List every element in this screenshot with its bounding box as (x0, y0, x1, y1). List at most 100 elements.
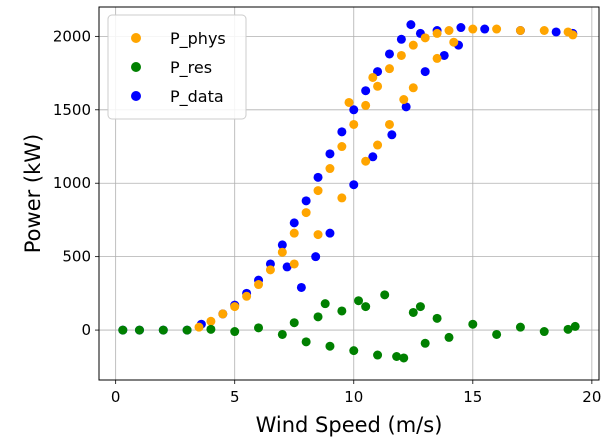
point-p-phys (313, 186, 323, 196)
point-p-phys (492, 24, 502, 34)
data-points (118, 20, 580, 363)
point-p-res (492, 329, 502, 339)
point-p-phys (408, 83, 418, 93)
point-p-phys (444, 25, 454, 35)
point-p-data (480, 24, 490, 34)
point-p-data (551, 27, 561, 37)
point-p-phys (396, 50, 406, 60)
point-p-res (349, 346, 359, 356)
legend: P_phys P_res P_data (107, 14, 247, 120)
point-p-res (206, 324, 216, 334)
legend-marker (131, 91, 141, 101)
point-p-data (401, 102, 411, 112)
point-p-phys (420, 33, 430, 43)
point-p-phys (399, 95, 409, 105)
plot-frame (98, 6, 600, 381)
point-p-phys (432, 53, 442, 63)
point-p-phys (373, 81, 383, 91)
point-p-res (277, 329, 287, 339)
point-p-res (118, 325, 128, 335)
point-p-phys (325, 164, 335, 174)
point-p-data (311, 252, 321, 262)
point-p-res (158, 325, 168, 335)
point-p-data (296, 282, 306, 292)
point-p-res (380, 290, 390, 300)
x-tick-label: 20 (582, 388, 601, 406)
point-p-res (468, 319, 478, 329)
point-p-res (320, 299, 330, 309)
point-p-data (349, 180, 359, 190)
point-p-data (396, 34, 406, 44)
point-p-phys (539, 25, 549, 35)
y-tick-label: 500 (62, 248, 91, 266)
point-p-res (420, 338, 430, 348)
point-p-phys (206, 316, 216, 326)
point-p-res (134, 325, 144, 335)
point-p-data (406, 20, 416, 30)
point-p-phys (384, 119, 394, 129)
point-p-phys (361, 156, 371, 166)
point-p-res (539, 327, 549, 337)
point-p-phys (194, 322, 204, 332)
y-tick-label: 2000 (53, 27, 91, 45)
point-p-res (230, 327, 240, 337)
point-p-data (277, 240, 287, 250)
point-p-phys (384, 64, 394, 74)
point-p-res (361, 302, 371, 312)
point-p-data (289, 218, 299, 228)
legend-label: P_res (170, 58, 212, 78)
point-p-phys (515, 25, 525, 35)
point-p-res (313, 312, 323, 322)
point-p-data (313, 172, 323, 182)
point-p-data (337, 127, 347, 137)
point-p-res (392, 352, 402, 362)
x-tick-label: 5 (230, 388, 240, 406)
point-p-res (254, 323, 264, 333)
point-p-phys (230, 302, 240, 312)
point-p-phys (337, 193, 347, 203)
x-tick-label: 0 (111, 388, 121, 406)
point-p-res (415, 302, 425, 312)
y-tick-label: 1500 (53, 101, 91, 119)
point-p-data (456, 23, 466, 33)
point-p-phys (242, 291, 252, 301)
point-p-phys (218, 309, 228, 319)
point-p-phys (568, 30, 578, 40)
point-p-phys (289, 259, 299, 269)
x-tick-label: 10 (344, 388, 363, 406)
point-p-phys (277, 247, 287, 257)
point-p-data (368, 152, 378, 162)
point-p-res (289, 318, 299, 328)
point-p-res (373, 350, 383, 360)
point-p-res (325, 341, 335, 351)
x-axis-title: Wind Speed (m/s) (256, 413, 443, 437)
point-p-data (349, 105, 359, 115)
point-p-phys (449, 37, 459, 47)
point-p-phys (361, 100, 371, 110)
point-p-phys (289, 228, 299, 238)
legend-label: P_phys (170, 29, 226, 49)
point-p-data (325, 149, 335, 159)
point-p-data (420, 67, 430, 77)
point-p-data (387, 130, 397, 140)
point-p-phys (368, 72, 378, 82)
point-p-data (384, 49, 394, 59)
y-axis-title: Power (kW) (21, 134, 45, 253)
point-p-phys (337, 142, 347, 152)
axis-ticks: 0 5 10 15 20 0 500 1000 1500 2000 (53, 27, 602, 406)
point-p-data (301, 196, 311, 206)
point-p-res (444, 332, 454, 342)
point-p-res (408, 307, 418, 317)
point-p-phys (468, 24, 478, 34)
point-p-phys (373, 140, 383, 150)
point-p-res (354, 296, 364, 306)
point-p-phys (265, 265, 275, 275)
y-tick-label: 1000 (53, 174, 91, 192)
point-p-res (182, 325, 192, 335)
point-p-data (325, 228, 335, 238)
legend-label: P_data (170, 87, 224, 107)
point-p-res (570, 321, 580, 331)
legend-box (107, 14, 247, 120)
point-p-res (399, 353, 409, 363)
